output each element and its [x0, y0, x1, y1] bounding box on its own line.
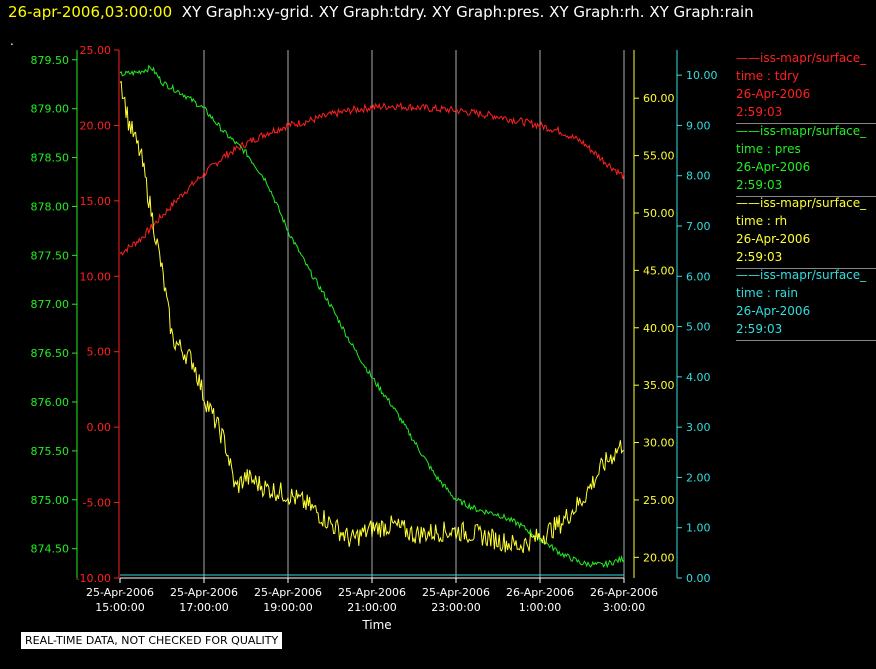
- tdry-tick-label: -10.00: [76, 572, 111, 585]
- x-tick-label-time: 21:00:00: [347, 601, 396, 614]
- tdry-tick-label: 5.00: [87, 346, 112, 359]
- pres-tick-label: 876.50: [31, 347, 70, 360]
- legend-date: 26-Apr-2006: [736, 87, 811, 101]
- legend-separator: [736, 268, 876, 269]
- legend-var: time : tdry: [736, 69, 800, 83]
- legend-entry-tdry: ——iss-mapr/surface_ time : tdry 26-Apr-2…: [736, 49, 876, 124]
- tdry-tick-label: 15.00: [80, 195, 112, 208]
- legend-var: time : rain: [736, 286, 799, 300]
- rain-tick-label: 1.00: [686, 522, 711, 535]
- rain-tick-label: 10.00: [686, 69, 718, 82]
- x-axis-label: Time: [361, 618, 391, 632]
- rh-tick-label: 25.00: [643, 494, 675, 507]
- x-tick-label-date: 25-Apr-2006: [254, 586, 322, 599]
- legend-title: ——iss-mapr/surface_: [736, 196, 867, 210]
- tdry-series-line: [119, 101, 625, 256]
- pres-series-line: [119, 64, 625, 569]
- rain-tick-label: 8.00: [686, 170, 711, 183]
- legend-entry-pres: ——iss-mapr/surface_ time : pres 26-Apr-2…: [736, 122, 876, 197]
- legend-separator: [736, 123, 876, 124]
- legend-title: ——iss-mapr/surface_: [736, 51, 867, 65]
- rain-tick-label: 5.00: [686, 321, 711, 334]
- legend-date: 26-Apr-2006: [736, 304, 811, 318]
- x-tick-label-date: 26-Apr-2006: [590, 586, 658, 599]
- rh-tick-label: 20.00: [643, 551, 675, 564]
- x-tick-label-date: 25-Apr-2006: [86, 586, 154, 599]
- marker-dot: .: [10, 34, 14, 48]
- rh-series-line: [119, 80, 625, 554]
- tdry-tick-label: -5.00: [83, 497, 111, 510]
- legend-entry-rh: ——iss-mapr/surface_ time : rh 26-Apr-200…: [736, 194, 876, 269]
- legend-separator: [736, 196, 876, 197]
- rh-tick-label: 45.00: [643, 264, 675, 277]
- tdry-tick-label: 20.00: [80, 119, 112, 132]
- header-timestamp: 26-apr-2006,03:00:00: [8, 3, 173, 21]
- pres-tick-label: 875.00: [31, 494, 70, 507]
- legend-time: 2:59:03: [736, 322, 783, 336]
- x-tick-label-time: 19:00:00: [263, 601, 312, 614]
- rh-tick-label: 40.00: [643, 322, 675, 335]
- pres-tick-label: 879.00: [31, 103, 70, 116]
- legend-title: ——iss-mapr/surface_: [736, 268, 867, 282]
- rain-tick-label: 6.00: [686, 270, 711, 283]
- rain-tick-label: 3.00: [686, 421, 711, 434]
- x-tick-label-date: 25-Apr-2006: [338, 586, 406, 599]
- x-tick-label-time: 3:00:00: [603, 601, 645, 614]
- legend-date: 26-Apr-2006: [736, 232, 811, 246]
- legend-var: time : pres: [736, 142, 801, 156]
- pres-tick-label: 876.00: [31, 396, 70, 409]
- quality-notice: REAL-TIME DATA, NOT CHECKED FOR QUALITY: [20, 631, 284, 650]
- x-tick-label-date: 25-Apr-2006: [422, 586, 490, 599]
- rh-tick-label: 35.00: [643, 379, 675, 392]
- legend-time: 2:59:03: [736, 105, 783, 119]
- x-tick-label-time: 1:00:00: [519, 601, 561, 614]
- pres-tick-label: 877.50: [31, 249, 70, 262]
- legend-entry-rain: ——iss-mapr/surface_ time : rain 26-Apr-2…: [736, 266, 876, 341]
- legend-separator: [736, 340, 876, 341]
- rain-tick-label: 0.00: [686, 572, 711, 585]
- legend-time: 2:59:03: [736, 178, 783, 192]
- tdry-tick-label: 25.00: [80, 44, 112, 57]
- header-graph-list: XY Graph:xy-grid. XY Graph:tdry. XY Grap…: [181, 3, 754, 21]
- tdry-tick-label: 0.00: [87, 421, 112, 434]
- legend-var: time : rh: [736, 214, 788, 228]
- rh-tick-label: 30.00: [643, 437, 675, 450]
- pres-tick-label: 877.00: [31, 298, 70, 311]
- rain-tick-label: 2.00: [686, 471, 711, 484]
- x-tick-label-time: 15:00:00: [95, 601, 144, 614]
- x-tick-label-time: 17:00:00: [179, 601, 228, 614]
- rh-tick-label: 55.00: [643, 150, 675, 163]
- x-tick-label-date: 25-Apr-2006: [170, 586, 238, 599]
- rh-tick-label: 60.00: [643, 92, 675, 105]
- pres-tick-label: 874.50: [31, 543, 70, 556]
- pres-tick-label: 875.50: [31, 445, 70, 458]
- rain-tick-label: 9.00: [686, 119, 711, 132]
- pres-tick-label: 878.50: [31, 152, 70, 165]
- legend-time: 2:59:03: [736, 250, 783, 264]
- chart-header: 26-apr-2006,03:00:00 XY Graph:xy-grid. X…: [8, 3, 754, 21]
- rain-tick-label: 4.00: [686, 371, 711, 384]
- x-tick-label-time: 23:00:00: [431, 601, 480, 614]
- tdry-tick-label: 10.00: [80, 270, 112, 283]
- legend-date: 26-Apr-2006: [736, 160, 811, 174]
- pres-tick-label: 878.00: [31, 200, 70, 213]
- legend-title: ——iss-mapr/surface_: [736, 124, 867, 138]
- rh-tick-label: 50.00: [643, 207, 675, 220]
- pres-tick-label: 879.50: [31, 54, 70, 67]
- rain-tick-label: 7.00: [686, 220, 711, 233]
- x-tick-label-date: 26-Apr-2006: [506, 586, 574, 599]
